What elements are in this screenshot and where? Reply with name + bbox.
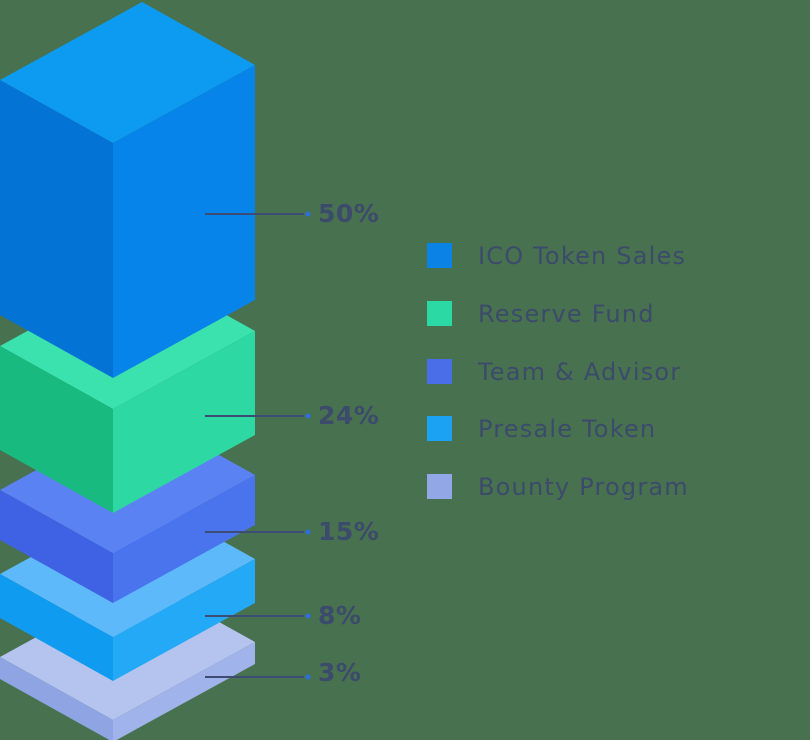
leader-8-percent: 8%: [205, 601, 361, 630]
legend-label-team-advisor: Team & Advisor: [477, 358, 681, 386]
presale-token-block-right-face: [113, 559, 255, 681]
legend-label-ico-token-sales: ICO Token Sales: [478, 242, 686, 270]
legend-label-bounty-program: Bounty Program: [478, 473, 689, 501]
legend-swatch-ico-token-sales: [427, 243, 452, 268]
bounty-program-block-right-face: [113, 642, 255, 740]
team-advisor-block-left-face: [0, 490, 113, 603]
legend-swatch-team-advisor: [427, 359, 452, 384]
leader-24-percent: 24%: [205, 401, 379, 430]
leader-dot-24: [305, 413, 311, 419]
presale-token-block-left-face: [0, 574, 113, 681]
team-advisor-block-right-face: [113, 475, 255, 603]
legend-item-reserve-fund: Reserve Fund: [427, 300, 655, 328]
ico-token-sales-block-top-face: [0, 2, 255, 143]
pct-label-15: 15%: [318, 517, 379, 546]
reserve-fund-block-left-face: [0, 346, 113, 513]
pct-label-24: 24%: [318, 401, 379, 430]
ico-token-sales-block-left-face: [0, 80, 113, 378]
legend-label-presale-token: Presale Token: [478, 415, 656, 443]
leader-dot-50: [305, 211, 311, 217]
leader-3-percent: 3%: [205, 658, 361, 687]
ico-token-sales-block-right-face: [113, 65, 255, 378]
legend-item-bounty-program: Bounty Program: [427, 473, 689, 501]
legend-item-team-advisor: Team & Advisor: [427, 358, 681, 386]
legend: ICO Token Sales Reserve Fund Team & Advi…: [427, 242, 689, 501]
legend-swatch-presale-token: [427, 416, 452, 441]
legend-swatch-bounty-program: [427, 474, 452, 499]
ico-token-sales-block: [0, 2, 255, 378]
pct-label-3: 3%: [318, 658, 361, 687]
legend-label-reserve-fund: Reserve Fund: [478, 300, 655, 328]
legend-swatch-reserve-fund: [427, 301, 452, 326]
bounty-program-block-left-face: [0, 657, 113, 740]
leader-dot-3: [305, 674, 311, 680]
pct-label-8: 8%: [318, 601, 361, 630]
leader-15-percent: 15%: [205, 517, 379, 546]
legend-item-ico-token-sales: ICO Token Sales: [427, 242, 686, 270]
leader-dot-15: [305, 529, 311, 535]
legend-item-presale-token: Presale Token: [427, 415, 656, 443]
leader-50-percent: 50%: [205, 199, 379, 228]
pct-label-50: 50%: [318, 199, 379, 228]
reserve-fund-block-right-face: [113, 331, 255, 513]
leader-dot-8: [305, 613, 311, 619]
